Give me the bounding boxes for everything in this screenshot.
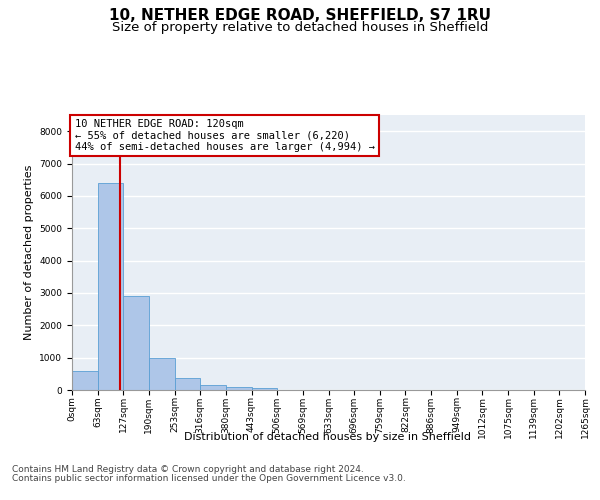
Bar [124,296,149,390]
Text: Contains HM Land Registry data © Crown copyright and database right 2024.: Contains HM Land Registry data © Crown c… [12,465,364,474]
Y-axis label: Number of detached properties: Number of detached properties [24,165,34,340]
Bar [251,388,277,390]
Bar [72,371,98,390]
Bar [226,387,251,390]
Bar [175,378,200,390]
Text: 10, NETHER EDGE ROAD, SHEFFIELD, S7 1RU: 10, NETHER EDGE ROAD, SHEFFIELD, S7 1RU [109,8,491,22]
Bar [98,183,124,390]
Text: Size of property relative to detached houses in Sheffield: Size of property relative to detached ho… [112,21,488,34]
Text: 10 NETHER EDGE ROAD: 120sqm
← 55% of detached houses are smaller (6,220)
44% of : 10 NETHER EDGE ROAD: 120sqm ← 55% of det… [74,119,374,152]
Bar [200,385,226,390]
Text: Distribution of detached houses by size in Sheffield: Distribution of detached houses by size … [184,432,470,442]
Text: Contains public sector information licensed under the Open Government Licence v3: Contains public sector information licen… [12,474,406,483]
Bar [149,358,175,390]
